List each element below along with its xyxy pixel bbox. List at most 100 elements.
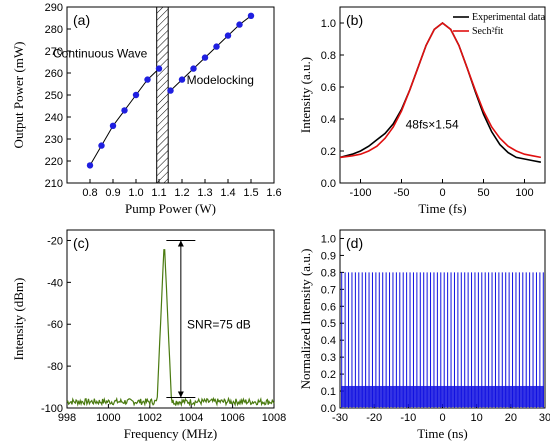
panel-label: (c) (73, 235, 89, 251)
y-tick-label: 0.7 (321, 284, 336, 296)
annotation-continuous-wave: Continuous Wave (53, 47, 148, 61)
panel-label: (b) (346, 12, 363, 28)
x-tick-label: 1.4 (220, 187, 235, 199)
data-point (98, 142, 105, 149)
x-tick-label: -100 (349, 187, 371, 199)
y-tick-label: -60 (47, 319, 63, 331)
x-tick-label: 1006 (220, 412, 244, 424)
y-tick-label: -100 (41, 403, 63, 415)
x-tick-label: 100 (515, 187, 533, 199)
data-point (109, 122, 117, 129)
x-tick-label: 1.2 (174, 187, 189, 199)
x-tick-label: 0 (439, 187, 445, 199)
y-tick-label: 0.2 (321, 369, 336, 381)
x-tick-label: -20 (366, 412, 382, 424)
plot-frame (66, 6, 275, 184)
x-tick-label: 1.5 (243, 187, 258, 199)
x-tick-label: 1004 (179, 412, 203, 424)
hatched-transition-region (156, 6, 169, 184)
annotation-modelocking: Modelocking (187, 73, 254, 87)
annotation-pulse-width: 48fs×1.54 (406, 118, 459, 132)
panel-d-pulse-train: -30 -20 -10 0 10 20 30 0.0 0.1 0.2 0.3 0.4 0.5 0.6 0.7… (298, 229, 550, 441)
data-point (167, 87, 174, 94)
data-point (144, 76, 151, 83)
snr-arrow-down (177, 391, 184, 398)
baseline-noise-band (341, 385, 544, 407)
x-tick-label: 10 (471, 412, 483, 424)
y-tick-label: 240 (45, 112, 63, 124)
panel-label: (a) (73, 12, 90, 28)
data-point (201, 54, 209, 61)
data-point (247, 12, 255, 19)
data-point (132, 91, 140, 99)
y-axis-label: Intensity (dBm) (11, 278, 26, 361)
snr-arrow-up (177, 240, 184, 247)
y-tick-label: 0.4 (321, 335, 336, 347)
data-point (178, 76, 186, 83)
panel-label: (d) (346, 235, 363, 251)
y-axis-label: Normalized Intensity (a.u.) (298, 249, 313, 390)
y-axis-label: Output Power (mW) (11, 42, 26, 149)
annotation-snr: SNR=75 dB (187, 317, 251, 331)
data-point (224, 32, 232, 39)
y-axis-label: Intensity (a.u.) (298, 57, 313, 133)
x-tick-label: -50 (394, 187, 410, 199)
x-tick-label: 1.3 (197, 187, 212, 199)
x-axis-label: Time (ns) (417, 426, 467, 441)
y-tick-label: -20 (47, 235, 63, 247)
y-tick-label: 0.9 (321, 250, 336, 262)
y-tick-label: 0.8 (321, 50, 336, 62)
y-tick-label: 0.4 (321, 114, 336, 126)
y-tick-label: 220 (45, 156, 63, 168)
x-tick-label: 0.9 (105, 187, 120, 199)
y-tick-label: 0.3 (321, 352, 336, 364)
plot-frame (66, 229, 275, 409)
legend-label: Experimental data (472, 12, 546, 23)
y-tick-label: -80 (47, 361, 63, 373)
x-axis-label: Time (fs) (418, 201, 466, 216)
y-tick-label: 0.0 (321, 403, 336, 415)
x-tick-label: 1.6 (266, 187, 281, 199)
y-tick-label: 210 (45, 178, 63, 190)
data-point (155, 65, 163, 72)
y-tick-label: 0.1 (321, 386, 336, 398)
x-tick-label: 1008 (262, 412, 286, 424)
x-axis-label: Pump Power (W) (125, 201, 216, 216)
data-point (86, 162, 94, 169)
y-tick-label: 1.0 (321, 233, 336, 245)
x-tick-label: 1.0 (128, 187, 143, 199)
panel-b-pulse-autocorrelation: -100 -50 0 50 100 0.0 0.2 0.4 0.6 0.8 1.0 Time (fs)… (298, 6, 546, 216)
x-tick-label: -30 (332, 412, 348, 424)
x-axis-label: Frequency (MHz) (124, 426, 218, 441)
y-tick-label: 0.8 (321, 267, 336, 279)
y-tick-label: 0.6 (321, 82, 336, 94)
plot-frame (339, 229, 546, 409)
x-tick-label: 998 (58, 412, 76, 424)
data-point (121, 107, 128, 114)
legend-label: Sech²fit (472, 26, 504, 37)
x-tick-label: 20 (505, 412, 517, 424)
y-tick-label: 1.0 (321, 18, 336, 30)
y-tick-label: 250 (45, 90, 63, 102)
y-tick-label: 230 (45, 134, 63, 146)
x-tick-label: 0 (439, 412, 445, 424)
y-tick-label: 0.5 (321, 318, 336, 330)
x-tick-label: 1002 (138, 412, 162, 424)
output-power-line (89, 68, 160, 166)
series-line (339, 21, 542, 163)
y-tick-label: 0.6 (321, 301, 336, 313)
y-tick-label: 0.2 (321, 146, 336, 158)
y-tick-label: -40 (47, 277, 63, 289)
x-tick-label: 1000 (96, 412, 120, 424)
rf-spectrum-line (66, 249, 275, 408)
y-tick-label: 270 (45, 46, 63, 58)
panel-c-rf-spectrum: 998 1000 1002 1004 1006 1008 -100 -80 -60 -40 -20 F… (11, 229, 286, 441)
x-tick-label: -10 (400, 412, 416, 424)
data-point (190, 65, 197, 72)
x-tick-label: 1.1 (151, 187, 166, 199)
x-tick-label: 50 (477, 187, 489, 199)
x-tick-label: 0.8 (82, 187, 97, 199)
x-tick-label: 30 (539, 412, 550, 424)
y-tick-label: 280 (45, 24, 63, 36)
